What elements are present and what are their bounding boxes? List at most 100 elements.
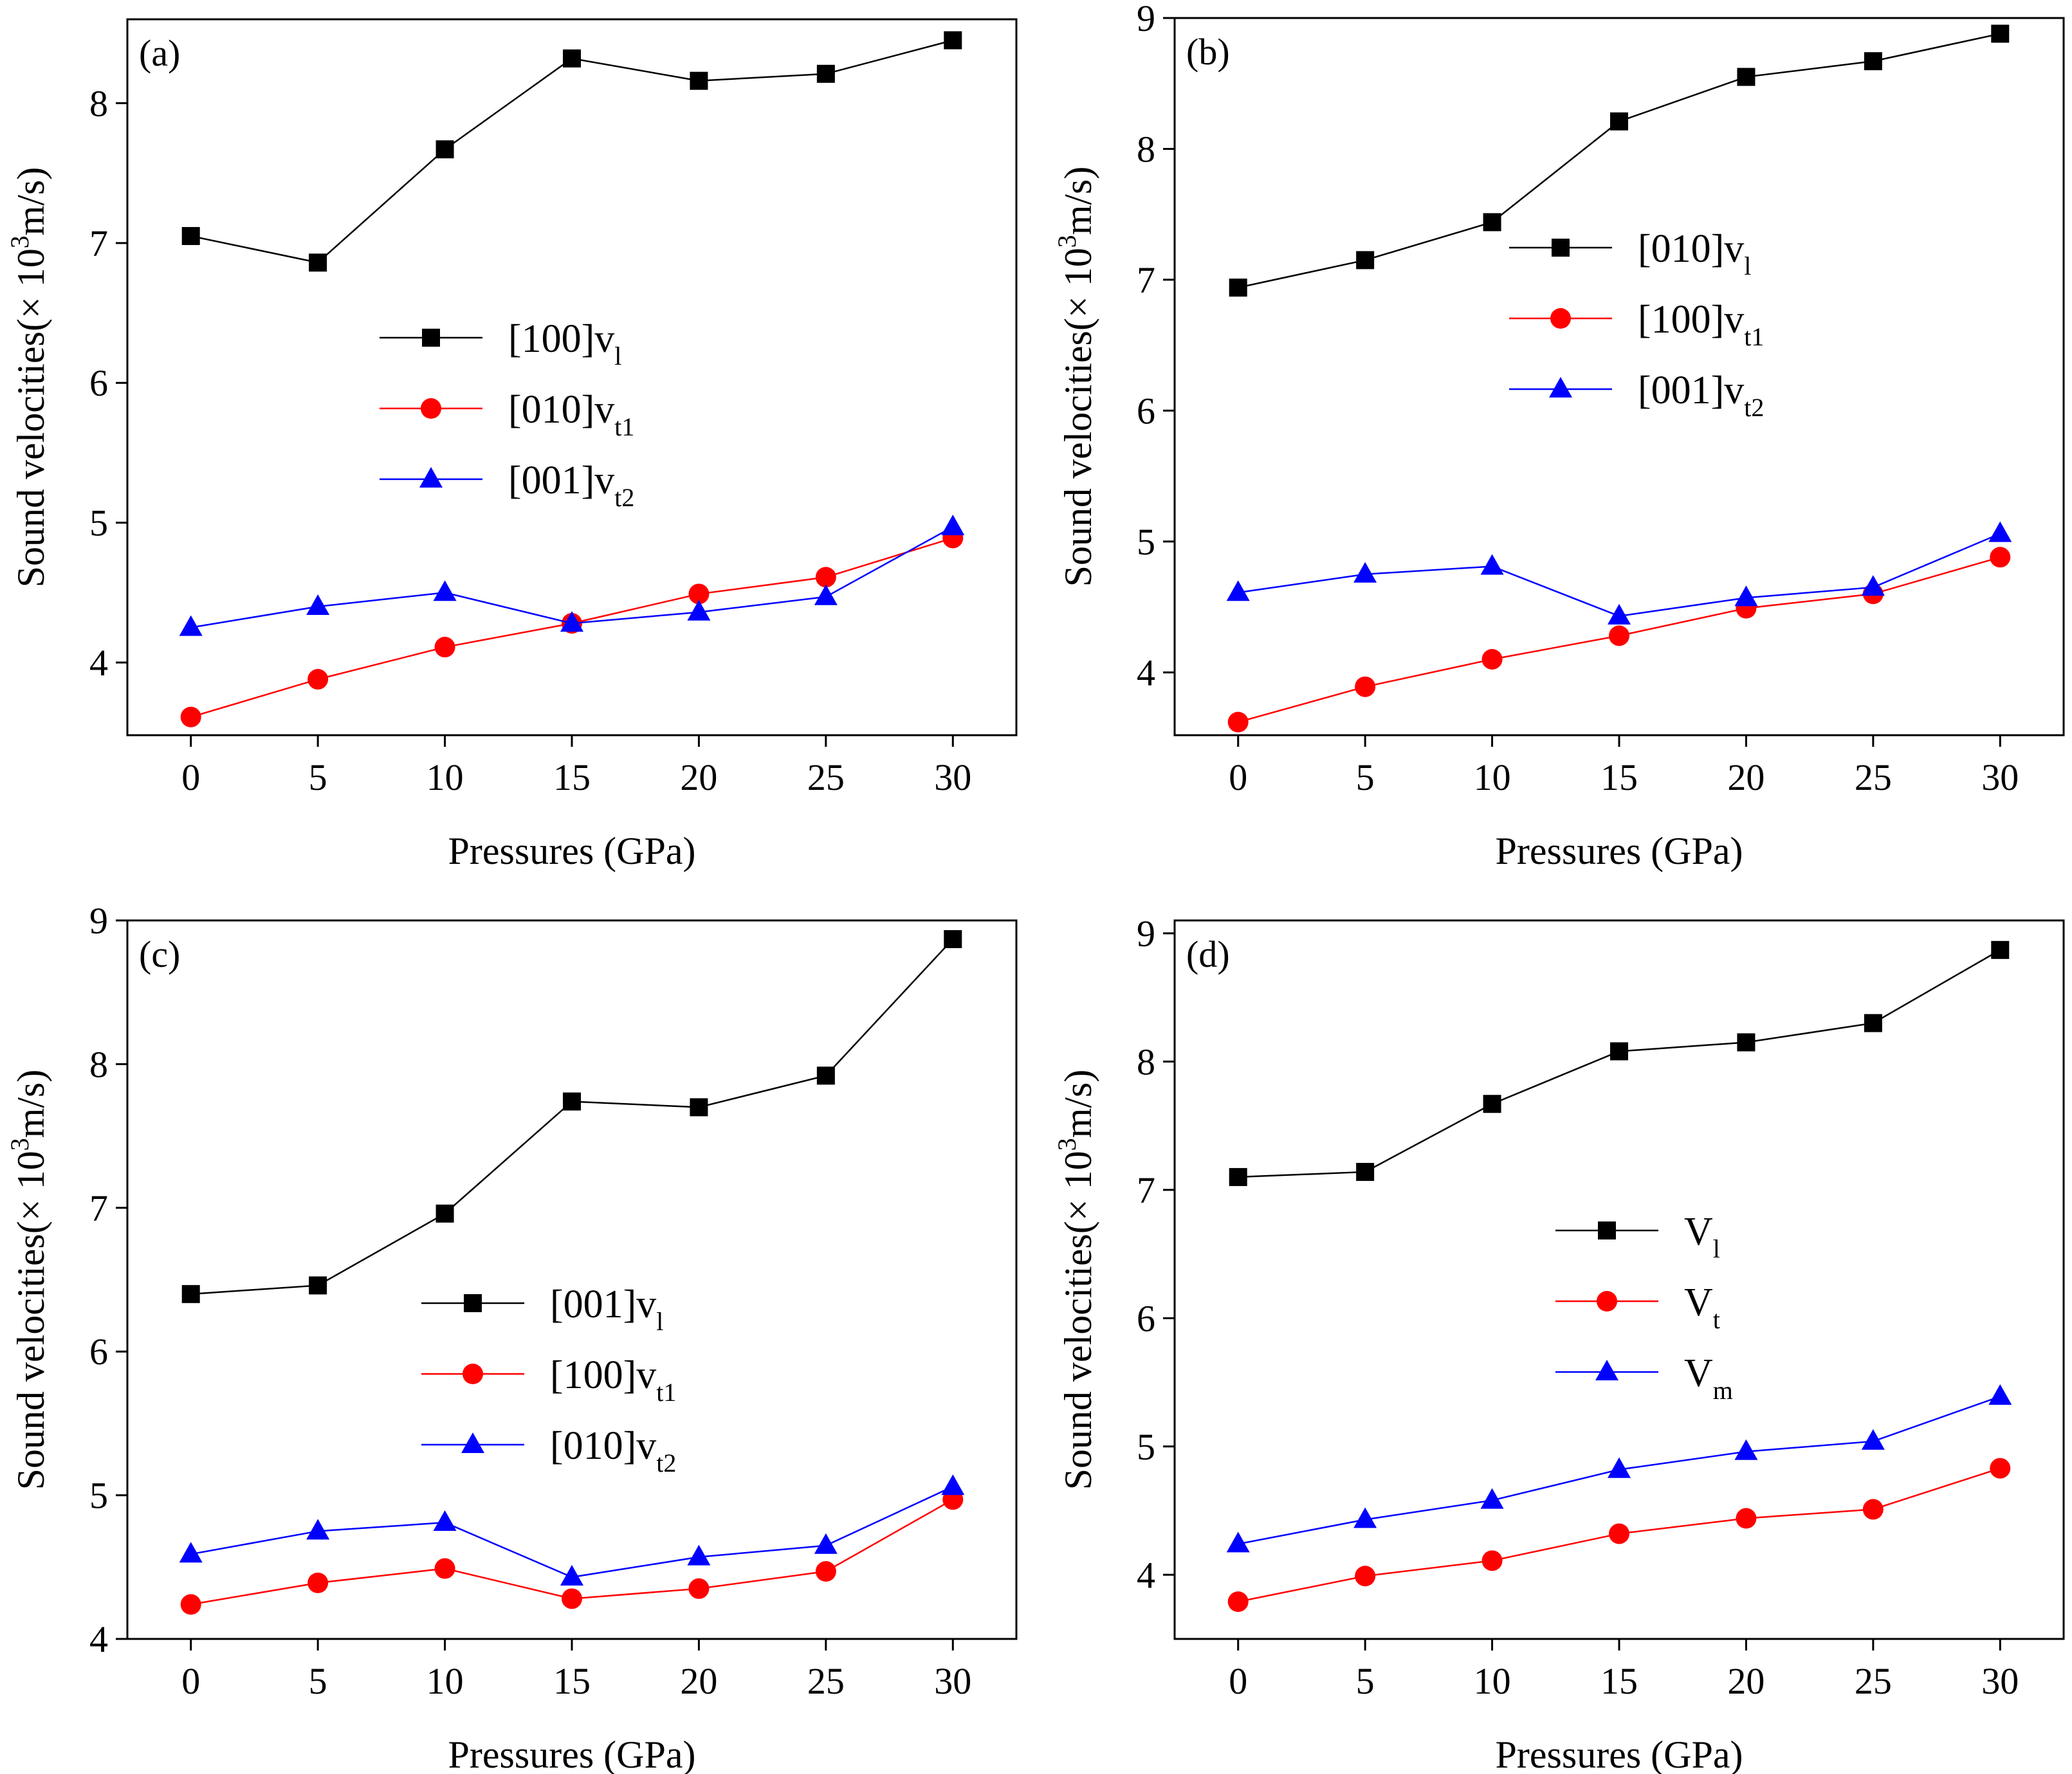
data-point-s1-4 xyxy=(688,583,710,605)
legend-marker xyxy=(464,1294,482,1312)
x-tick-label: 5 xyxy=(309,1660,327,1702)
data-point-s1-2 xyxy=(1481,1550,1503,1571)
legend-marker xyxy=(1550,308,1571,329)
y-axis-label-tail: m/s) xyxy=(1057,167,1099,235)
x-tick-label: 10 xyxy=(426,1660,464,1702)
legend-marker xyxy=(1549,377,1572,398)
data-point-s0-6 xyxy=(1991,940,2010,959)
data-point-s1-3 xyxy=(1609,1523,1629,1544)
panel-label: (b) xyxy=(1186,31,1230,73)
data-point-s1-1 xyxy=(307,669,329,690)
legend-entry-base: [100]v xyxy=(550,1353,656,1397)
chart-panel-1: 0 5 10 15 20 25 30 4 5 6 7 8 9 Pressures (GPa) Sound v… xyxy=(1052,0,2065,872)
data-point-s2-2 xyxy=(1480,1488,1504,1509)
y-tick-label: 9 xyxy=(89,900,108,942)
legend-marker xyxy=(1552,239,1570,257)
data-point-s2-1 xyxy=(1353,562,1377,583)
legend-entry-base: [001]v xyxy=(550,1283,656,1326)
data-point-s0-2 xyxy=(1483,1095,1501,1113)
data-point-s2-0 xyxy=(1226,580,1250,601)
data-point-s2-4 xyxy=(1734,585,1758,607)
y-tick-label: 4 xyxy=(89,642,108,684)
data-point-s1-5 xyxy=(815,567,836,588)
y-tick-label: 5 xyxy=(1137,1426,1155,1468)
y-tick-label: 6 xyxy=(1137,390,1155,432)
data-point-s0-6 xyxy=(1991,24,2010,43)
series-line-0 xyxy=(1238,33,2001,289)
y-axis-label-sup: 3 xyxy=(1052,235,1081,248)
x-tick-label: 10 xyxy=(1474,1660,1511,1702)
data-point-s2-3 xyxy=(1608,1457,1631,1478)
data-point-s1-0 xyxy=(1227,1591,1249,1613)
y-axis-label: Sound velocities(× 103m/s) xyxy=(5,167,52,588)
y-tick-label: 8 xyxy=(1137,1041,1155,1083)
y-axis-label-main: Sound velocities(× 10 xyxy=(1057,1151,1099,1490)
data-point-s1-3 xyxy=(1609,625,1629,646)
data-point-s0-2 xyxy=(435,1204,454,1223)
data-point-s2-1 xyxy=(1353,1507,1377,1528)
data-point-s0-3 xyxy=(1610,112,1628,131)
legend-entry-sub: l xyxy=(614,342,621,370)
legend-marker xyxy=(461,1432,484,1453)
legend-entry-base: [001]v xyxy=(508,459,614,502)
data-point-s1-1 xyxy=(1355,676,1376,697)
data-point-s1-0 xyxy=(180,706,201,727)
legend-entry: [010]vt1 xyxy=(508,388,634,441)
y-axis-label: Sound velocities(× 103m/s) xyxy=(5,1070,52,1490)
data-point-s1-2 xyxy=(434,1558,455,1579)
legend-entry-base: [010]v xyxy=(550,1424,656,1468)
y-axis-label: Sound velocities(× 103m/s) xyxy=(1052,1070,1099,1490)
legend-entry-base: [100]v xyxy=(1638,298,1744,342)
y-axis-label: Sound velocities(× 103m/s) xyxy=(1052,167,1099,587)
data-point-s2-0 xyxy=(179,1542,203,1563)
data-point-s0-5 xyxy=(816,64,835,83)
y-tick-label: 9 xyxy=(1137,0,1155,39)
data-point-s0-1 xyxy=(309,1276,327,1295)
y-tick-label: 4 xyxy=(89,1618,108,1660)
data-point-s0-1 xyxy=(309,253,327,272)
legend-entry-sub: t2 xyxy=(1744,393,1764,422)
data-point-s2-6 xyxy=(941,1474,965,1495)
x-tick-label: 5 xyxy=(1356,756,1375,798)
x-tick-label: 30 xyxy=(934,1660,971,1702)
data-point-s0-5 xyxy=(816,1066,835,1085)
legend: [001]vl[100]vt1[010]vt2 xyxy=(421,1283,676,1477)
x-tick-label: 25 xyxy=(1855,756,1892,798)
x-tick-label: 25 xyxy=(1855,1660,1892,1702)
x-tick-label: 30 xyxy=(1981,1660,2019,1702)
legend-entry-sub: t1 xyxy=(656,1378,676,1407)
legend-entry-base: V xyxy=(1684,1210,1713,1254)
data-point-s1-3 xyxy=(562,1588,582,1609)
legend: [100]vl[010]vt1[001]vt2 xyxy=(380,317,634,512)
series-line-0 xyxy=(190,938,954,1295)
y-tick-label: 7 xyxy=(1137,259,1155,301)
data-point-s2-3 xyxy=(1608,603,1631,625)
data-point-s0-4 xyxy=(1737,68,1756,86)
y-tick-label: 7 xyxy=(89,223,108,264)
x-axis-label: Pressures (GPa) xyxy=(448,1733,696,1774)
panel-label: (a) xyxy=(139,32,180,74)
legend-entry-sub: m xyxy=(1713,1376,1733,1405)
y-axis-label-tail: m/s) xyxy=(10,167,52,236)
x-axis-label: Pressures (GPa) xyxy=(448,830,696,872)
data-point-s0-1 xyxy=(1356,251,1375,270)
legend-marker xyxy=(1597,1291,1617,1312)
y-tick-label: 4 xyxy=(1137,652,1155,693)
legend-entry-sub: l xyxy=(1713,1234,1720,1263)
chart-panel-3: 0 5 10 15 20 25 30 4 5 6 7 8 9 Pressures (GPa) Sound v… xyxy=(1052,913,2065,1774)
data-point-s1-5 xyxy=(815,1561,836,1582)
data-point-s2-5 xyxy=(814,1533,838,1554)
data-point-s0-3 xyxy=(563,49,581,68)
data-point-s0-4 xyxy=(690,1098,708,1117)
data-point-s1-2 xyxy=(1481,648,1503,670)
data-point-s0-2 xyxy=(435,140,454,159)
data-point-s2-1 xyxy=(306,594,330,616)
x-tick-label: 25 xyxy=(807,1660,845,1702)
x-tick-label: 15 xyxy=(1600,1660,1638,1702)
data-point-s1-6 xyxy=(1990,1458,2011,1479)
data-point-s0-6 xyxy=(944,930,962,949)
y-tick-label: 4 xyxy=(1137,1554,1155,1596)
data-point-s2-0 xyxy=(1226,1532,1250,1553)
y-axis-label-sup: 3 xyxy=(5,1138,34,1151)
legend-marker xyxy=(1598,1221,1616,1239)
